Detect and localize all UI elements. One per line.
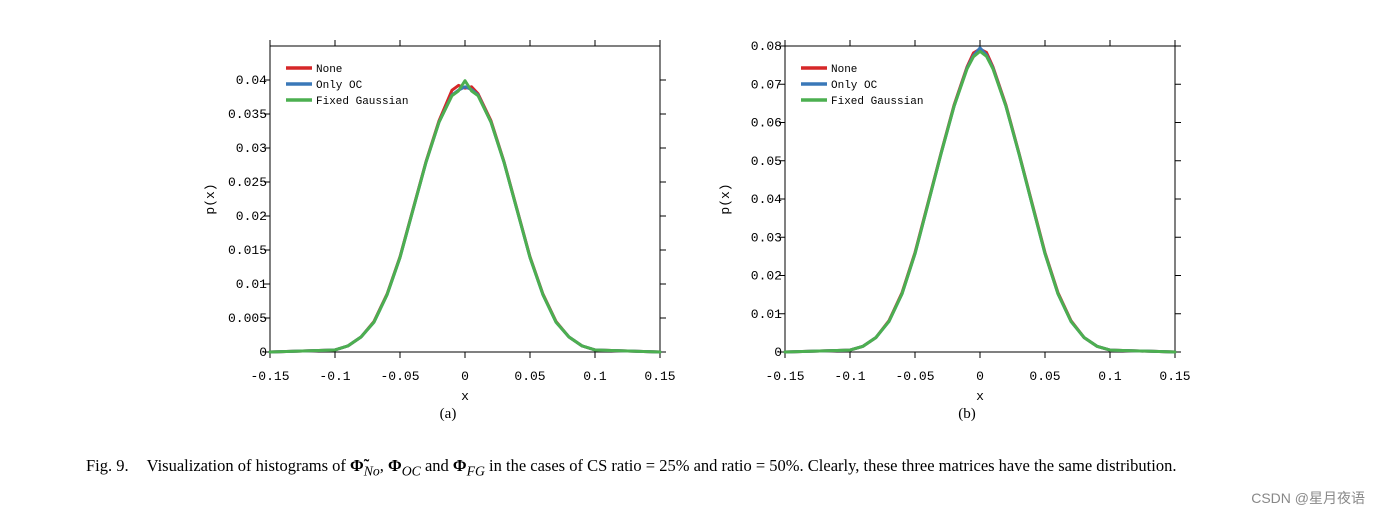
x-tick-label: 0.15: [644, 369, 675, 384]
caption-sub-no: No: [363, 463, 380, 479]
y-tick-label: 0.025: [228, 175, 267, 190]
y-tick-label: 0.03: [751, 230, 782, 245]
x-tick-label: 0.1: [583, 369, 607, 384]
series-line-fixed-gaussian: [268, 79, 662, 354]
legend-label: Only OC: [831, 80, 878, 92]
x-tick-label: -0.15: [765, 369, 804, 384]
subfigure-label-b: (b): [958, 406, 976, 422]
x-tick-label: -0.05: [380, 369, 419, 384]
y-tick-label: 0.005: [228, 311, 267, 326]
series-line-none: [268, 83, 662, 354]
x-tick-label: -0.05: [895, 369, 934, 384]
y-tick-label: 0: [774, 345, 782, 360]
caption-figure-label: Fig. 9.: [86, 456, 129, 475]
series-line-none: [783, 47, 1177, 354]
chart-b: -0.15 -0.1 -0.05 0 0.05 0.1 0.15 0 0.01 0.02 0.03 0…: [718, 39, 1191, 400]
subfigure-label-a: (a): [439, 406, 457, 422]
figure-9: -0.15 -0.1 -0.05 0 0.05 0.1 0.15 0 0.005 0.01 0.01…: [203, 39, 1191, 422]
x-tick-label: -0.1: [834, 369, 865, 384]
caption-phi-no: Φ̃: [350, 456, 364, 475]
y-tick-label: 0.04: [236, 73, 267, 88]
x-tick-label: -0.1: [319, 369, 350, 384]
series-line-only-oc: [783, 46, 1177, 354]
caption-text-1: Visualization of histograms of: [146, 456, 351, 475]
y-tick-label: 0.05: [751, 154, 782, 169]
y-tick-label: 0.07: [751, 77, 782, 92]
y-tick-label: 0.08: [751, 39, 782, 54]
y-tick-label: 0.02: [751, 269, 782, 284]
caption-phi-fg: Φ: [452, 456, 467, 475]
series-line-only-oc: [268, 85, 662, 354]
x-tick-label: 0.15: [1159, 369, 1190, 384]
chart-a: -0.15 -0.1 -0.05 0 0.05 0.1 0.15 0 0.005 0.01 0.01…: [203, 40, 676, 400]
x-tick-label: 0: [976, 369, 984, 384]
legend: None Only OC Fixed Gaussian: [286, 64, 408, 108]
caption-text-2: and: [420, 456, 453, 475]
series-line-fixed-gaussian: [783, 49, 1177, 354]
x-tick-label: 0: [461, 369, 469, 384]
x-tick-label: 0.05: [1029, 369, 1060, 384]
x-axis-label: x: [461, 389, 469, 400]
csdn-watermark: CSDN @星月夜语: [1251, 490, 1365, 506]
caption-sub-fg: FG: [466, 463, 485, 479]
y-tick-label: 0.02: [236, 209, 267, 224]
x-tick-label: -0.15: [250, 369, 289, 384]
caption-text-3: in the cases of CS ratio = 25% and ratio…: [484, 456, 1177, 475]
y-tick-label: 0.03: [236, 141, 267, 156]
legend-label: Fixed Gaussian: [316, 96, 408, 108]
y-tick-label: 0.01: [751, 307, 782, 322]
y-tick-label: 0.06: [751, 116, 782, 131]
y-axis-label: p(x): [203, 183, 218, 214]
caption-phi-oc: Φ: [388, 456, 402, 475]
x-tick-label: 0.05: [514, 369, 545, 384]
y-tick-label: 0.035: [228, 107, 267, 122]
legend: None Only OC Fixed Gaussian: [801, 64, 923, 108]
legend-label: None: [831, 64, 857, 76]
legend-label: Fixed Gaussian: [831, 96, 923, 108]
legend-label: Only OC: [316, 80, 363, 92]
x-tick-label: 0.1: [1098, 369, 1122, 384]
legend-label: None: [316, 64, 342, 76]
y-tick-label: 0.04: [751, 192, 782, 207]
caption-sep-1: ,: [379, 456, 389, 475]
y-tick-label: 0.015: [228, 243, 267, 258]
x-axis-label: x: [976, 389, 984, 400]
y-tick-label: 0.01: [236, 277, 267, 292]
y-axis-label: p(x): [718, 183, 733, 214]
figure-caption: Fig. 9. Visualization of histograms of Φ̃…: [86, 455, 1336, 482]
caption-sub-oc: OC: [401, 463, 421, 479]
y-tick-label: 0: [259, 345, 267, 360]
